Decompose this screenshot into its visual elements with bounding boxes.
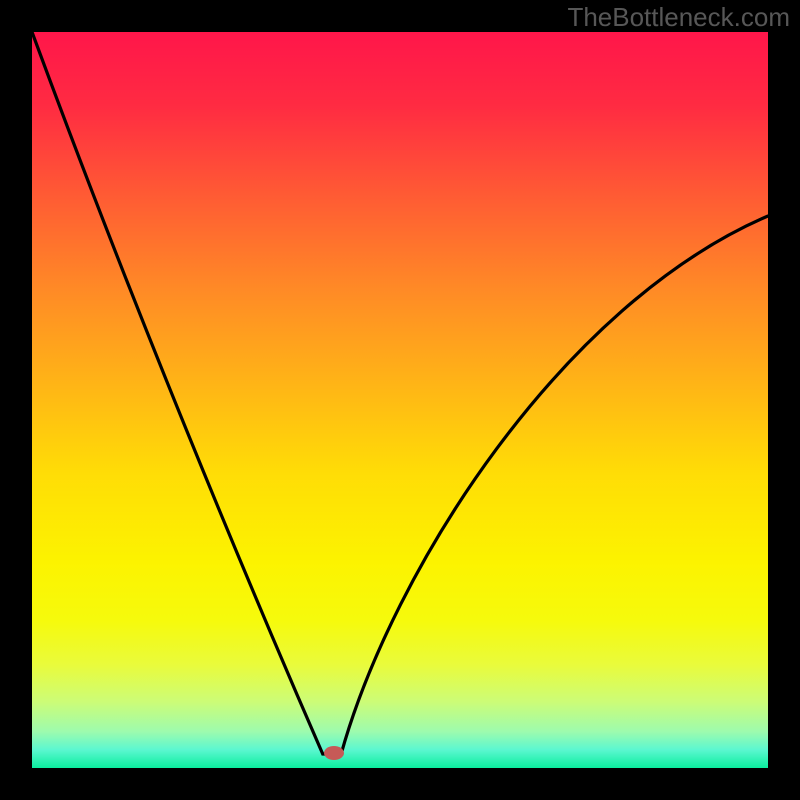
curve-path [32, 32, 768, 754]
minimum-marker [324, 746, 344, 760]
bottleneck-curve [32, 32, 768, 768]
chart-container: TheBottleneck.com [0, 0, 800, 800]
watermark-text: TheBottleneck.com [567, 2, 790, 33]
plot-area [32, 32, 768, 768]
